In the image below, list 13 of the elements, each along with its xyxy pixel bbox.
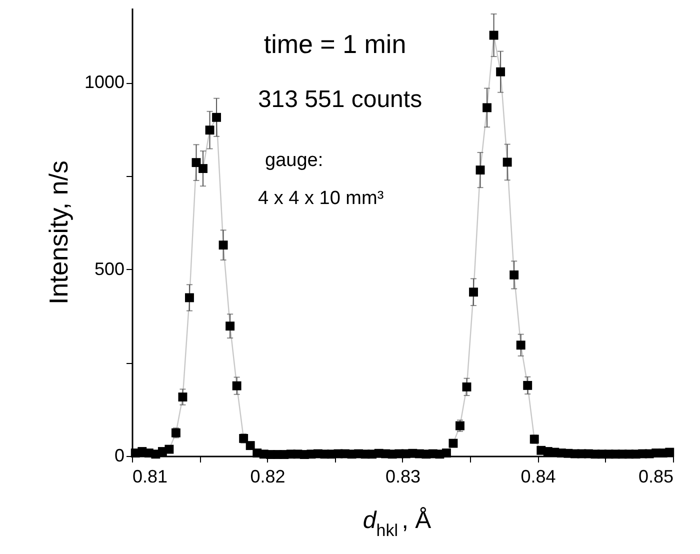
x-tick-label: 0.82 (250, 466, 286, 486)
y-tick-label: 0 (114, 446, 124, 466)
y-tick-label: 500 (94, 258, 124, 279)
x-tick-label: 0.83 (385, 466, 421, 486)
x-tick-label: 0.84 (520, 466, 556, 486)
annotation: 4 x 4 x 10 mm³ (258, 188, 384, 209)
annotation: time = 1 min (264, 29, 406, 59)
y-tick-label: 1000 (84, 72, 124, 92)
x-tick-label: 0.81 (132, 466, 168, 486)
y-axis-title: Intensity, n/s (43, 160, 74, 305)
x-tick-label: 0.85 (638, 466, 674, 486)
annotation: gauge: (265, 150, 324, 171)
annotation: 313 551 counts (258, 86, 422, 113)
